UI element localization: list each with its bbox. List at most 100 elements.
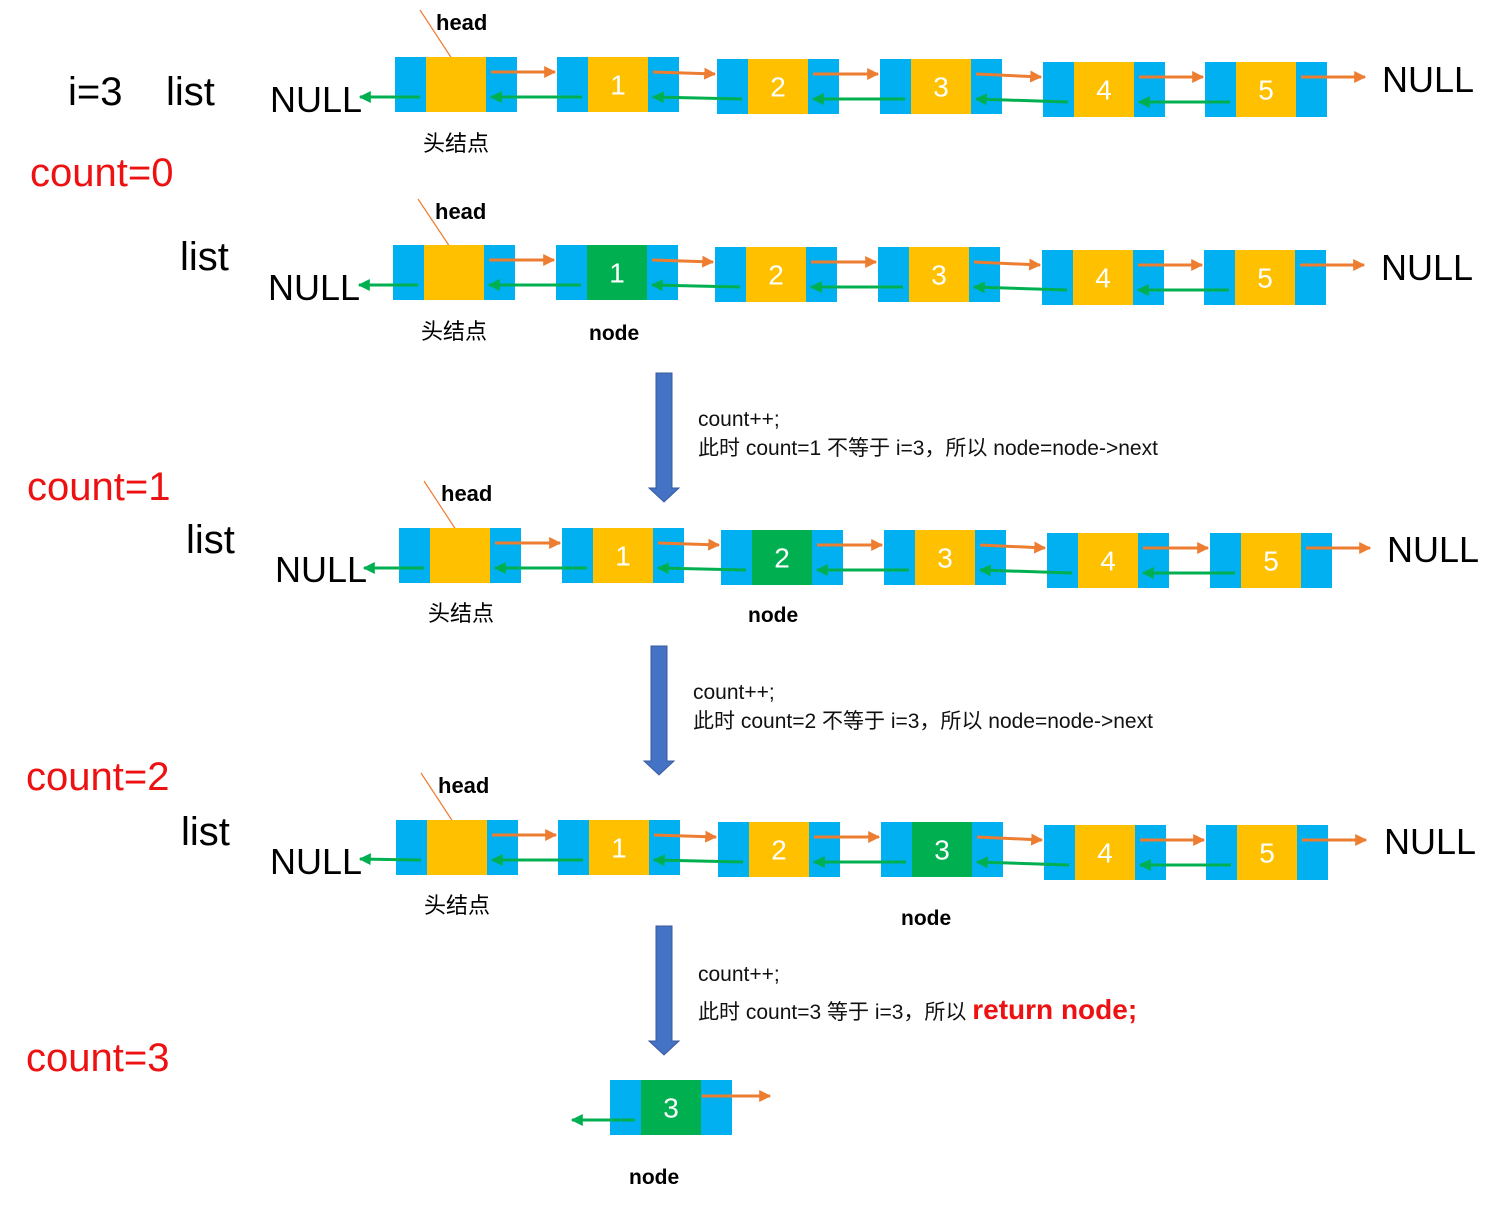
node-label-row4: node <box>901 907 952 930</box>
list-node-row2-2: 2 <box>715 247 837 302</box>
head-node-row1 <box>395 57 517 112</box>
list-node-row4-1-data-cell <box>589 820 649 875</box>
prev-arrow-row1-4 <box>974 93 1069 106</box>
list-node-row2-1-prev-cell <box>556 245 587 300</box>
list-node-row3-1-value: 1 <box>615 541 631 572</box>
list-node-row3-1-next-cell <box>653 528 684 583</box>
list-node-row4-2-next-cell <box>809 822 840 877</box>
head-pointer-arrow-row1 <box>419 9 457 66</box>
list-node-row4-5-data-cell <box>1237 825 1297 880</box>
list-node-row2-1-value: 1 <box>609 258 625 289</box>
list-node-row4-2-prev-cell <box>718 822 749 877</box>
list-node-row4-3: 3 <box>881 822 1003 877</box>
list-node-row1-4-value: 4 <box>1096 75 1112 106</box>
head-pointer-arrow-row3 <box>423 480 461 537</box>
head-node-row2-data-cell <box>424 245 484 300</box>
list-node-row3-5-value: 5 <box>1263 546 1279 577</box>
head-label-row2: head <box>435 199 487 224</box>
head-node-label-row2: 头结点 <box>421 319 488 344</box>
list-node-row1-5-next-cell <box>1296 62 1327 117</box>
count-row4: count=2 <box>26 755 170 799</box>
step3-line2-prefix: 此时 count=3 等于 i=3，所以 <box>698 1001 973 1024</box>
head-node-label-row1: 头结点 <box>423 131 490 156</box>
list-label-row4: list <box>181 810 230 854</box>
list-node-row1-5-value: 5 <box>1258 75 1274 106</box>
head-label-row3: head <box>441 481 493 506</box>
prev-arrow-row4-4 <box>975 856 1070 869</box>
list-label-row1: list <box>166 70 215 114</box>
list-node-row2-4-value: 4 <box>1095 263 1111 294</box>
list-node-row1-2: 2 <box>717 59 839 114</box>
list-node-row1-1: 1 <box>557 57 679 112</box>
node-label-row3: node <box>748 604 799 627</box>
list-node-row4-4-next-cell <box>1135 825 1166 880</box>
head-node-row3-next-cell <box>490 528 521 583</box>
list-node-row2-2-next-cell <box>806 247 837 302</box>
list-node-row1-1-data-cell <box>588 57 648 112</box>
list-node-row1-5-prev-cell <box>1205 62 1236 117</box>
list-node-row4-3-next-cell <box>972 822 1003 877</box>
list-node-row1-5: 5 <box>1205 62 1327 117</box>
list-node-row2-3-next-cell <box>969 247 1000 302</box>
list-node-row4-1-next-cell <box>649 820 680 875</box>
node-label-row2: node <box>589 322 640 345</box>
step1-line1: count++; <box>698 408 780 431</box>
list-node-row3-4-next-cell <box>1138 533 1169 588</box>
list-node-row4-5-prev-cell <box>1206 825 1237 880</box>
null-left-row3: NULL <box>275 549 368 590</box>
list-node-row3-4: 4 <box>1047 533 1169 588</box>
list-node-row1-1-value: 1 <box>610 70 626 101</box>
step-arrow-1 <box>647 372 681 503</box>
list-node-row1-2-value: 2 <box>770 72 786 103</box>
returned-node: 3 <box>610 1080 732 1135</box>
list-label-row3: list <box>186 518 235 562</box>
step1-line2: 此时 count=1 不等于 i=3，所以 node=node->next <box>698 437 1158 460</box>
step1-description: count++; 此时 count=1 不等于 i=3，所以 node=node… <box>698 405 1158 463</box>
step2-line1: count++; <box>693 681 775 704</box>
returned-node-prev-cell <box>610 1080 641 1135</box>
list-node-row4-2-value: 2 <box>771 835 787 866</box>
list-node-row2-1: 1 <box>556 245 678 300</box>
list-node-row1-2-data-cell <box>748 59 808 114</box>
list-node-row2-5: 5 <box>1204 250 1326 305</box>
next-arrow-row4-2 <box>653 830 718 843</box>
list-node-row3-4-prev-cell <box>1047 533 1078 588</box>
list-node-row1-3-prev-cell <box>880 59 911 114</box>
list-node-row2-5-data-cell <box>1235 250 1295 305</box>
step2-line2: 此时 count=2 不等于 i=3，所以 node=node->next <box>693 710 1153 733</box>
list-node-row4-3-value: 3 <box>934 835 950 866</box>
prev-arrow-row3-2 <box>656 562 747 575</box>
next-arrow-row4-4 <box>976 833 1044 846</box>
list-node-row4-4: 4 <box>1044 825 1166 880</box>
list-node-row3-1-data-cell <box>593 528 653 583</box>
null-left-row2: NULL <box>268 267 361 308</box>
list-node-row3-3-value: 3 <box>937 543 953 574</box>
list-node-row4-1-prev-cell <box>558 820 589 875</box>
returned-node-next-cell <box>701 1080 732 1135</box>
list-node-row4-3-data-cell <box>912 822 972 877</box>
list-node-row4-5-next-cell <box>1297 825 1328 880</box>
head-node-row4-prev-cell <box>396 820 427 875</box>
list-node-row1-4-data-cell <box>1074 62 1134 117</box>
list-node-row2-5-next-cell <box>1295 250 1326 305</box>
step-arrow-2 <box>642 645 676 776</box>
null-right-row1: NULL <box>1382 59 1475 100</box>
list-node-row2-4: 4 <box>1042 250 1164 305</box>
list-node-row3-2-value: 2 <box>774 543 790 574</box>
step3-line1: count++; <box>698 963 780 986</box>
list-node-row2-4-data-cell <box>1073 250 1133 305</box>
head-node-row4 <box>396 820 518 875</box>
list-node-row2-3: 3 <box>878 247 1000 302</box>
count-final: count=3 <box>26 1036 170 1080</box>
list-node-row2-3-data-cell <box>909 247 969 302</box>
prev-arrow-row3-4 <box>978 564 1073 577</box>
next-arrow-row1-4 <box>975 70 1043 83</box>
list-node-row3-2: 2 <box>721 530 843 585</box>
list-node-row4-2: 2 <box>718 822 840 877</box>
list-node-row3-3: 3 <box>884 530 1006 585</box>
head-label-row1: head <box>436 10 488 35</box>
list-node-row3-5-next-cell <box>1301 533 1332 588</box>
head-node-row3-prev-cell <box>399 528 430 583</box>
list-node-row1-3-data-cell <box>911 59 971 114</box>
head-node-row2-next-cell <box>484 245 515 300</box>
